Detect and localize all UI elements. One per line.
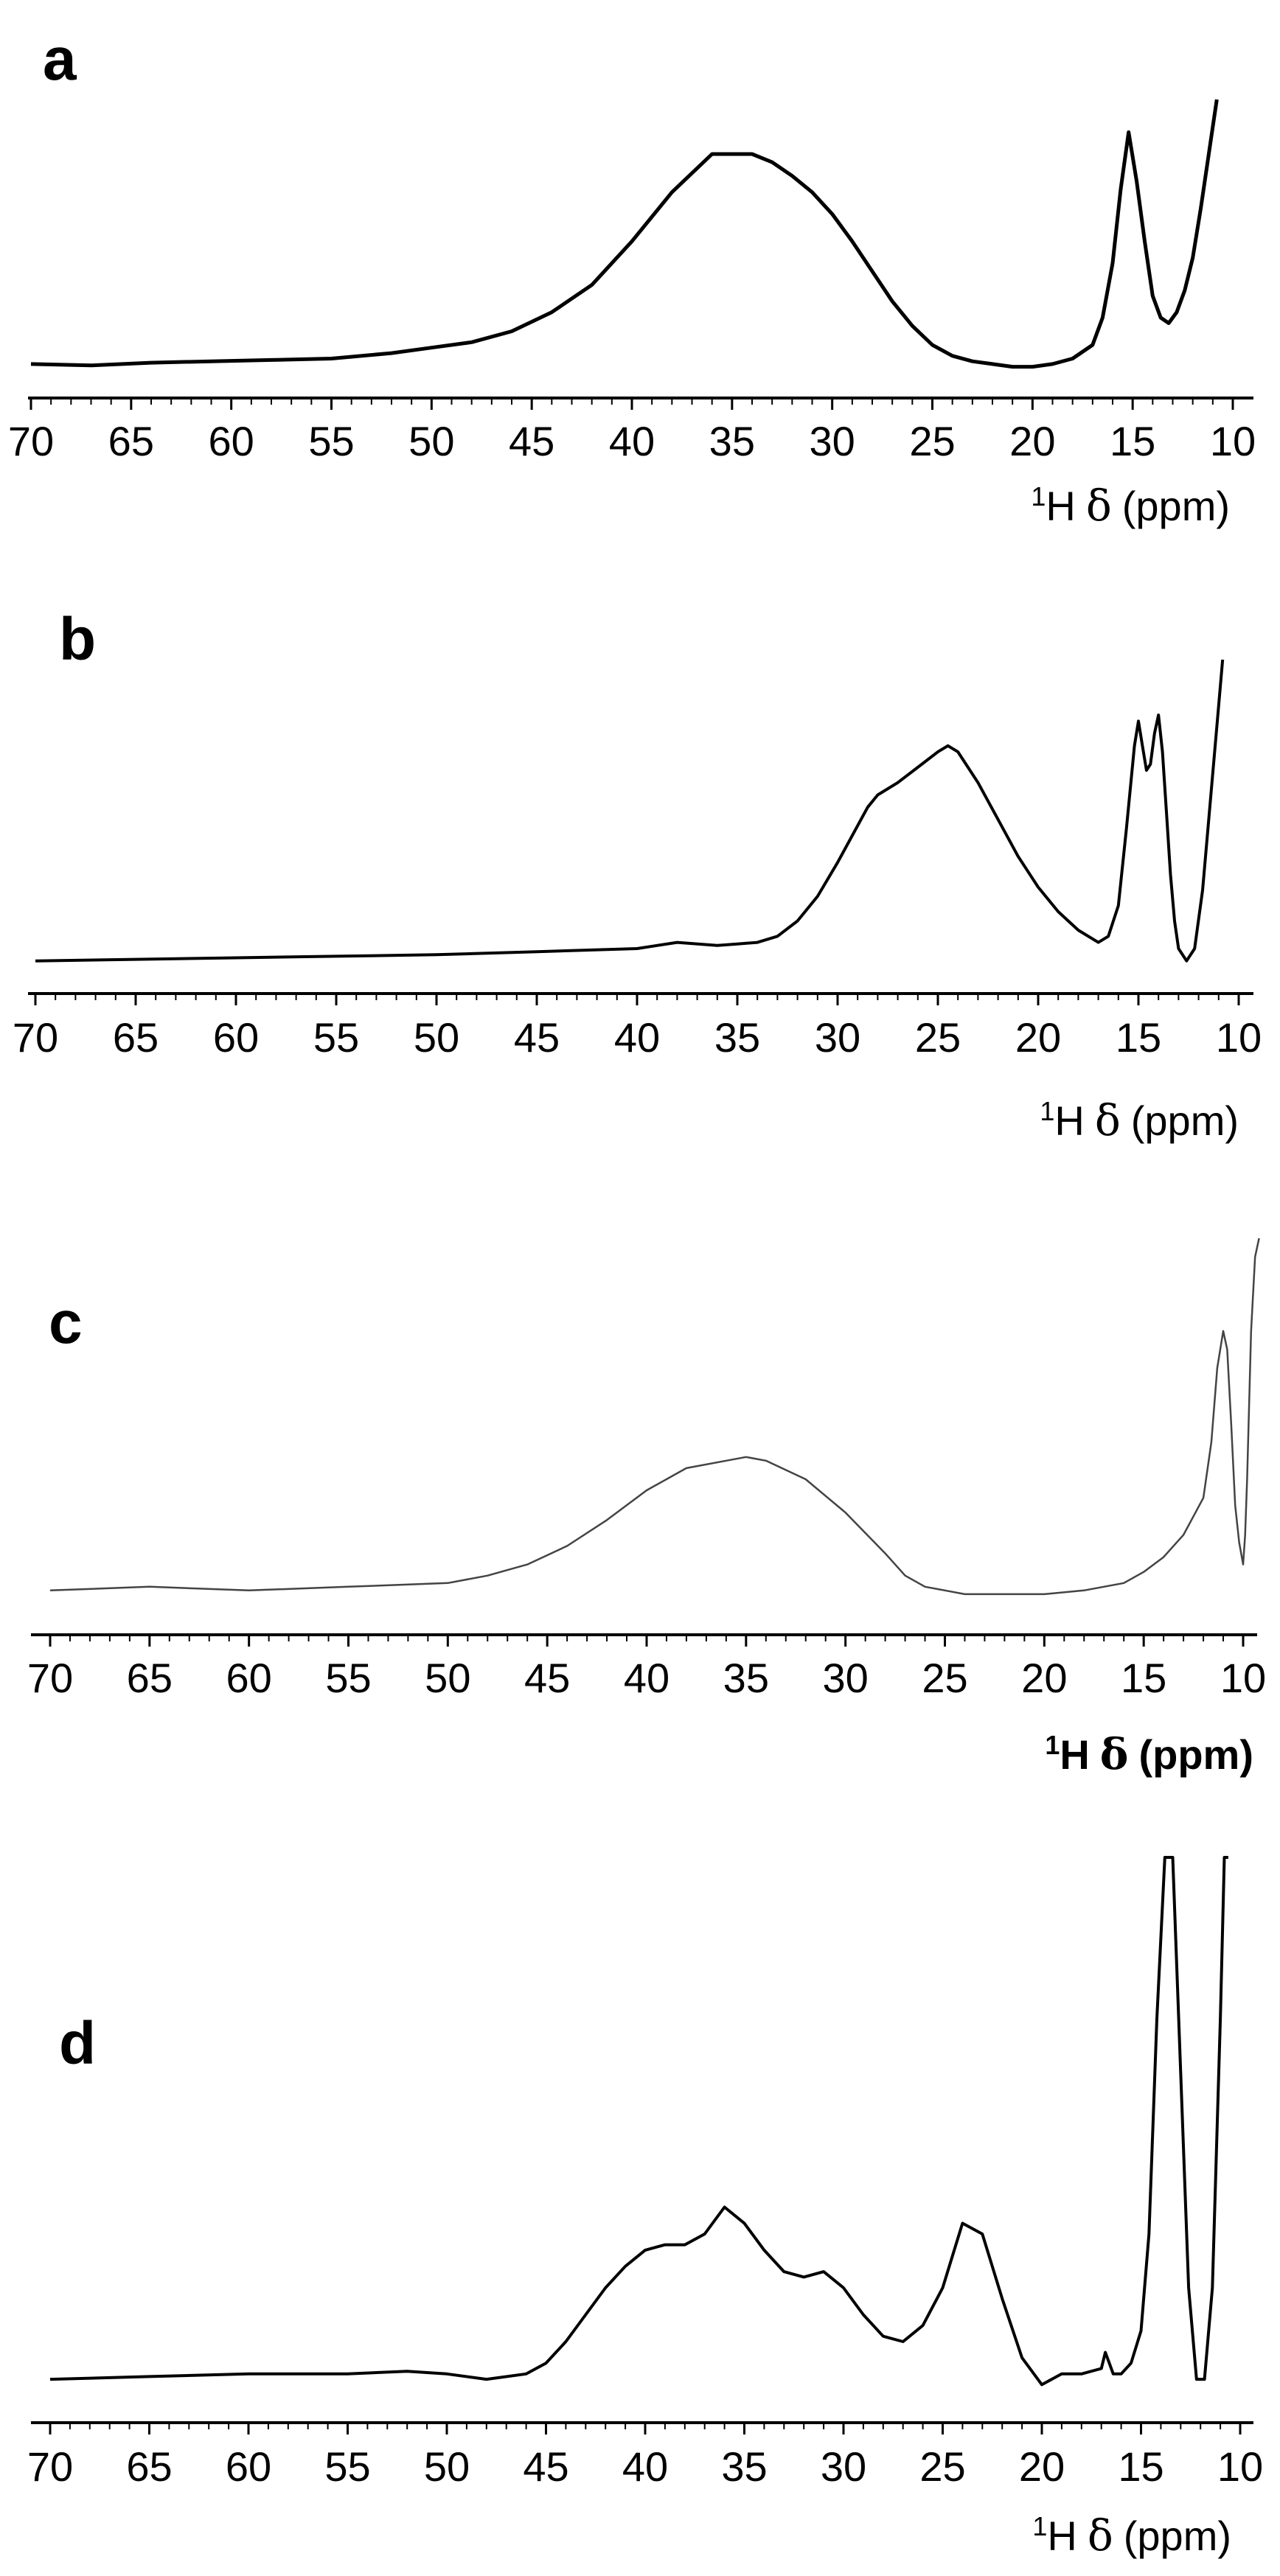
x-tick-label: 15 [1110,418,1155,464]
x-tick-label: 65 [113,1014,159,1061]
x-tick-label: 25 [922,1655,967,1701]
panel-a-x-tick-labels: 70 65 60 55 50 45 40 35 30 25 20 15 10 [8,418,1256,464]
panel-a-label: a [43,26,77,93]
x-tick-label: 30 [810,418,855,464]
x-tick-label: 55 [313,1014,359,1061]
x-tick-label: 35 [723,1655,769,1701]
panel-b-x-axis-title: 1H δ (ppm) [1040,1095,1239,1145]
panel-d-x-axis-nucleus: 1 [1032,2511,1047,2541]
panel-d-label: d [59,2010,96,2077]
x-tick-label: 55 [308,418,354,464]
panel-c-x-axis-unit: (ppm) [1138,1731,1253,1778]
panel-d-x-ticks [49,2423,1242,2434]
panel-b-x-axis-symbol: δ [1095,1095,1121,1145]
panel-b-x-axis-element: H [1054,1097,1084,1144]
x-tick-label: 10 [1216,1014,1262,1061]
x-tick-label: 40 [609,418,655,464]
panel-a-x-axis-unit: (ppm) [1122,483,1230,529]
x-tick-label: 15 [1121,1655,1166,1701]
x-tick-label: 25 [915,1014,961,1061]
x-tick-label: 50 [424,2443,470,2490]
x-tick-label: 40 [624,1655,669,1701]
x-tick-label: 60 [226,1655,272,1701]
x-tick-label: 45 [524,1655,570,1701]
x-tick-label: 15 [1116,1014,1161,1061]
x-tick-label: 55 [324,2443,370,2490]
panel-c-x-axis-title: 1H δ (ppm) [1045,1729,1253,1779]
panel-a: a 70 65 60 55 50 45 40 35 30 25 20 15 10 1H δ (ppm) [8,26,1256,531]
panel-d-x-axis-unit: (ppm) [1124,2513,1231,2559]
x-tick-label: 30 [821,2443,866,2490]
panel-b-x-ticks [34,994,1240,1005]
x-tick-label: 70 [8,418,54,464]
x-tick-label: 15 [1118,2443,1164,2490]
panel-c: c 70 65 60 55 50 45 40 35 30 25 20 15 10 1H δ (ppm) [27,1238,1266,1779]
panel-b-x-axis-unit: (ppm) [1131,1097,1239,1144]
x-tick-label: 35 [709,418,755,464]
x-tick-label: 25 [909,418,955,464]
x-tick-label: 60 [209,418,254,464]
panel-c-x-axis-element: H [1060,1731,1089,1778]
panel-d-x-axis-title: 1H δ (ppm) [1032,2510,1231,2561]
panel-d-x-tick-labels: 70 65 60 55 50 45 40 35 30 25 20 15 10 [27,2443,1263,2490]
x-tick-label: 55 [325,1655,371,1701]
panel-b-x-tick-labels: 70 65 60 55 50 45 40 35 30 25 20 15 10 [13,1014,1262,1061]
spectrum-a-trace [30,99,1219,369]
x-tick-label: 50 [414,1014,459,1061]
x-tick-label: 45 [523,2443,568,2490]
x-tick-label: 10 [1217,2443,1263,2490]
x-tick-label: 45 [514,1014,560,1061]
panel-a-x-axis-symbol: δ [1086,481,1112,531]
x-tick-label: 40 [614,1014,660,1061]
x-tick-label: 10 [1210,418,1256,464]
x-tick-label: 20 [1019,2443,1065,2490]
x-tick-label: 35 [721,2443,767,2490]
panel-b-x-axis-nucleus: 1 [1040,1096,1054,1126]
panel-d-x-axis-symbol: δ [1088,2510,1113,2561]
panel-c-label: c [49,1289,83,1356]
x-tick-label: 40 [622,2443,668,2490]
x-tick-label: 60 [213,1014,259,1061]
spectrum-b-trace [35,659,1225,963]
x-tick-label: 30 [815,1014,860,1061]
panel-a-x-ticks [29,398,1234,410]
x-tick-label: 20 [1021,1655,1067,1701]
x-tick-label: 45 [509,418,554,464]
x-tick-label: 60 [226,2443,271,2490]
x-tick-label: 35 [714,1014,760,1061]
x-tick-label: 20 [1015,1014,1061,1061]
x-tick-label: 65 [127,1655,173,1701]
x-tick-label: 30 [823,1655,869,1701]
panel-d: d 70 65 60 55 50 45 40 35 30 25 20 15 10 1H δ (ppm) [27,1856,1263,2561]
panel-a-x-axis-element: H [1046,483,1075,529]
panel-b: b 70 65 60 55 50 45 40 35 30 25 20 15 10 1H δ (ppm) [13,606,1262,1145]
panel-a-x-axis-nucleus: 1 [1031,481,1046,512]
panel-c-x-axis-nucleus: 1 [1045,1730,1060,1760]
x-tick-label: 25 [919,2443,965,2490]
panel-c-x-axis-symbol: δ [1100,1729,1129,1779]
x-tick-label: 50 [408,418,454,464]
panel-a-x-axis-title: 1H δ (ppm) [1031,481,1230,531]
panel-c-x-tick-labels: 70 65 60 55 50 45 40 35 30 25 20 15 10 [27,1655,1266,1701]
x-tick-label: 70 [27,1655,73,1701]
spectrum-c-trace [49,1238,1260,1596]
x-tick-label: 50 [425,1655,470,1701]
panel-c-x-ticks [49,1635,1245,1647]
x-tick-label: 20 [1009,418,1055,464]
spectrum-d-trace [49,1856,1228,2387]
x-tick-label: 70 [27,2443,73,2490]
x-tick-label: 70 [13,1014,58,1061]
panel-b-label: b [59,606,96,673]
x-tick-label: 10 [1220,1655,1266,1701]
x-tick-label: 65 [126,2443,172,2490]
x-tick-label: 65 [108,418,154,464]
panel-d-x-axis-element: H [1047,2513,1076,2559]
